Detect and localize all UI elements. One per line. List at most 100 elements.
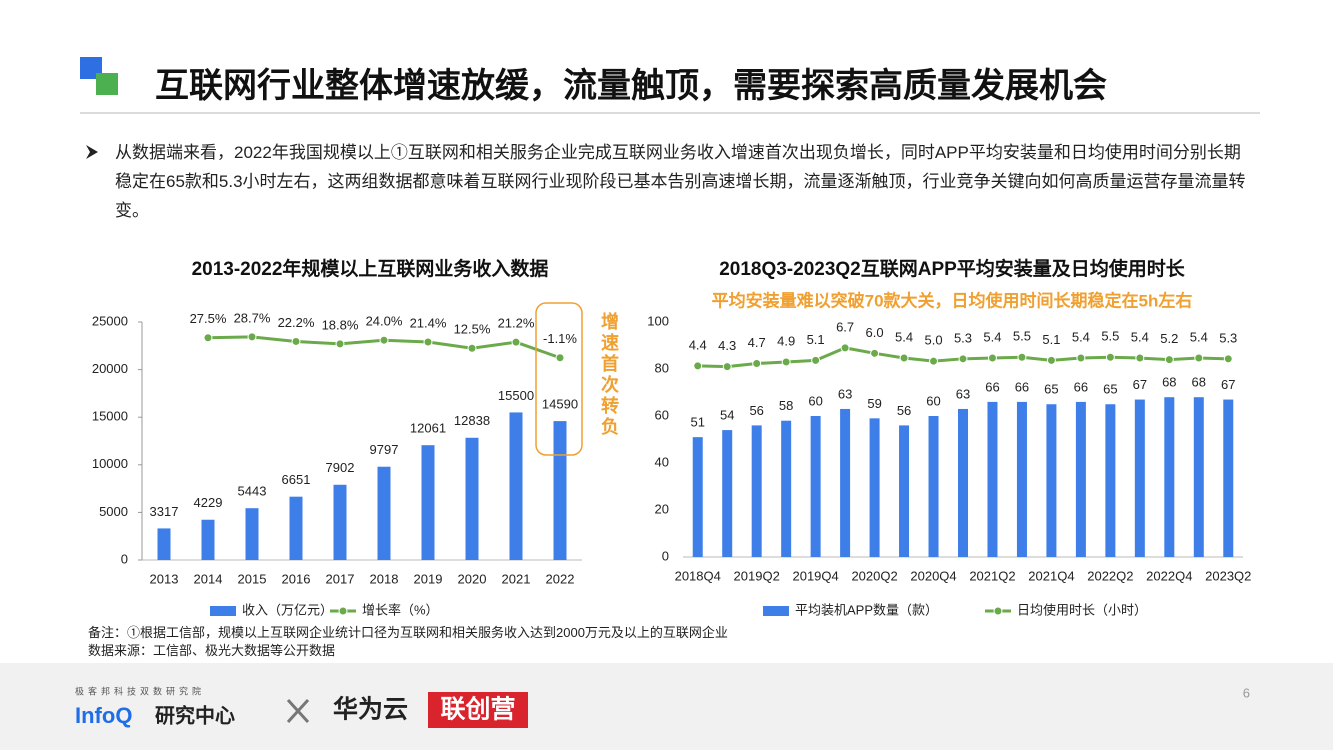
x-tick-label: 2014 [194, 571, 223, 586]
data-label: 5.0 [924, 333, 942, 348]
partner-tag-box [428, 692, 528, 728]
x-tick-label: 2023Q2 [1205, 568, 1251, 583]
bar [840, 408, 851, 557]
footer-brand-small: 极客邦科技双数研究院 [75, 685, 205, 696]
data-label: 6.7 [836, 319, 854, 334]
data-label: 59 [867, 396, 881, 411]
data-label: 60 [926, 393, 940, 408]
annotation-box [535, 302, 583, 456]
bar [722, 430, 733, 557]
line-marker [987, 353, 997, 363]
line-marker [511, 337, 521, 347]
bar [377, 466, 391, 560]
line-marker [1017, 352, 1027, 362]
line-marker [379, 335, 389, 345]
x-tick-label: 2021Q2 [969, 568, 1015, 583]
data-label: 6.0 [866, 325, 884, 340]
bar [201, 519, 215, 560]
data-label: 67 [1133, 377, 1147, 392]
footer-brand: InfoQ [75, 703, 132, 728]
x-tick-label: 2022 [546, 571, 575, 586]
footnote: 备注：①根据工信部，规模以上互联网企业统计口径为互联网和相关服务收入达到2000… [88, 625, 728, 640]
data-label: 66 [1015, 379, 1029, 394]
data-label: 21.4% [410, 315, 447, 330]
data-label: 56 [897, 403, 911, 418]
line-marker [1046, 355, 1056, 365]
data-label: 5.2 [1160, 331, 1178, 346]
data-label: 68 [1162, 375, 1176, 390]
line-marker [1105, 352, 1115, 362]
line-marker [423, 337, 433, 347]
y-tick-label: 60 [655, 407, 669, 422]
x-tick-label: 2019Q2 [734, 568, 780, 583]
data-label: 5443 [238, 484, 267, 499]
footer-partner: 华为云 [333, 695, 408, 724]
line-marker [555, 353, 565, 363]
data-label: 67 [1221, 377, 1235, 392]
line-marker [752, 359, 762, 369]
annotation: 增速首次转负 [599, 312, 619, 438]
data-label: 5.1 [807, 332, 825, 347]
line-marker [870, 348, 880, 358]
bar [1075, 401, 1086, 557]
data-label: 63 [838, 386, 852, 401]
x-tick-label: 2021Q4 [1028, 568, 1074, 583]
line-marker [958, 354, 968, 364]
legend-swatch [993, 606, 1003, 616]
x-tick-label: 2022Q4 [1146, 568, 1192, 583]
y-tick-label: 0 [662, 548, 669, 563]
bar [869, 418, 880, 557]
data-label: 5.5 [1101, 329, 1119, 344]
line-marker [811, 355, 821, 365]
line-marker [1194, 353, 1204, 363]
data-label: 51 [691, 415, 705, 430]
bar [1016, 401, 1027, 557]
y-tick-label: 40 [655, 454, 669, 469]
bar [333, 484, 347, 560]
legend-swatch [338, 606, 348, 616]
data-label: 66 [1074, 379, 1088, 394]
bar [465, 437, 479, 560]
line-marker [203, 333, 213, 343]
x-tick-label: 2022Q2 [1087, 568, 1133, 583]
legend-label: 日均使用时长（小时） [1017, 602, 1147, 617]
y-tick-label: 0 [121, 551, 128, 566]
legend-swatch [210, 606, 236, 616]
line-marker [840, 343, 850, 353]
data-label: 28.7% [234, 310, 271, 325]
line-marker [929, 356, 939, 366]
data-label: 12838 [454, 413, 490, 428]
data-label: 15500 [498, 388, 534, 403]
x-tick-label: 2013 [150, 571, 179, 586]
bar [928, 416, 939, 557]
bar [810, 416, 821, 557]
line-marker [899, 353, 909, 363]
notes: 备注：①根据工信部，规模以上互联网企业统计口径为互联网和相关服务收入达到2000… [88, 624, 728, 660]
data-label: 56 [749, 403, 763, 418]
bar [1164, 397, 1175, 557]
y-tick-label: 100 [647, 313, 669, 328]
footer-brand-cn: 研究中心 [155, 703, 235, 727]
data-label: 4.3 [718, 338, 736, 353]
data-label: 21.2% [498, 316, 535, 331]
footer-partner-tag: 联创营 [440, 696, 515, 724]
x-tick-label: 2021 [502, 571, 531, 586]
data-label: 5.4 [1190, 329, 1208, 344]
data-label: 5.5 [1013, 329, 1031, 344]
bar [1134, 399, 1145, 557]
data-label: 5.4 [1072, 329, 1090, 344]
bar [157, 528, 171, 560]
data-label: 63 [956, 386, 970, 401]
y-tick-label: 20 [655, 501, 669, 516]
data-label: 5.1 [1042, 332, 1060, 347]
bar [692, 437, 703, 557]
data-label: 3317 [150, 504, 179, 519]
data-label: 5.4 [983, 329, 1001, 344]
legend-label: 平均装机APP数量（款） [795, 602, 938, 617]
source: 数据来源：工信部、极光大数据等公开数据 [88, 643, 336, 658]
data-label: 7902 [326, 460, 355, 475]
data-label: 4.7 [748, 335, 766, 350]
bar [289, 496, 303, 560]
y-tick-label: 20000 [92, 361, 128, 376]
slide-title: 互联网行业整体增速放缓，流量触顶，需要探索高质量发展机会 [155, 67, 1107, 105]
